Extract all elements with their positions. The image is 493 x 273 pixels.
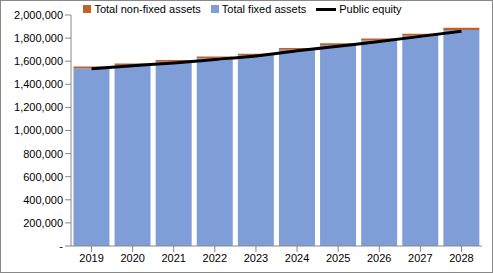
svg-text:200,000: 200,000 <box>23 217 63 229</box>
svg-text:2022: 2022 <box>203 252 227 264</box>
svg-text:2020: 2020 <box>120 252 144 264</box>
svg-text:1,200,000: 1,200,000 <box>14 101 63 113</box>
svg-text:1,400,000: 1,400,000 <box>14 78 63 90</box>
svg-text:1,800,000: 1,800,000 <box>14 32 63 44</box>
svg-text:-: - <box>59 240 63 252</box>
svg-text:600,000: 600,000 <box>23 171 63 183</box>
svg-text:2023: 2023 <box>244 252 268 264</box>
svg-text:2024: 2024 <box>285 252 309 264</box>
html-text:Public equity: Public equity <box>339 3 402 15</box>
svg-text:1,000,000: 1,000,000 <box>14 124 63 136</box>
svg-text:800,000: 800,000 <box>23 148 63 160</box>
svg-text:2025: 2025 <box>326 252 350 264</box>
svg-text:2026: 2026 <box>367 252 391 264</box>
svg-text:1,600,000: 1,600,000 <box>14 55 63 67</box>
svg-text:400,000: 400,000 <box>23 194 63 206</box>
html-text:Total non-fixed assets: Total non-fixed assets <box>94 3 201 15</box>
html-text:Total fixed assets: Total fixed assets <box>221 3 307 15</box>
svg-text:2028: 2028 <box>449 252 473 264</box>
svg-text:2019: 2019 <box>79 252 103 264</box>
svg-text:2,000,000: 2,000,000 <box>14 9 63 21</box>
svg-text:2027: 2027 <box>408 252 432 264</box>
svg-text:2021: 2021 <box>162 252 186 264</box>
